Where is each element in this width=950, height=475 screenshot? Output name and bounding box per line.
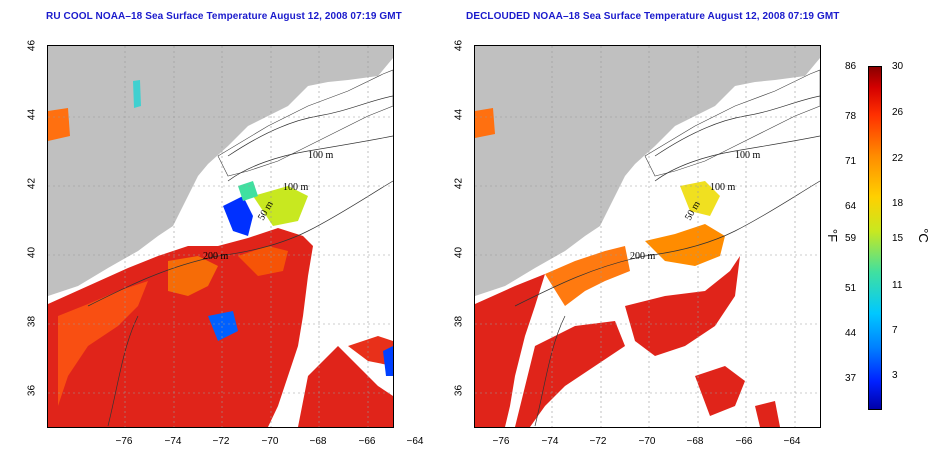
lon-tick: −64 [406, 436, 424, 447]
contour-label-4: 200 m [203, 251, 229, 262]
contour-label-2: 100 m [710, 182, 736, 193]
right-map-title: DECLOUDED NOAA–18 Sea Surface Temperatur… [466, 11, 840, 22]
lat-tick: 38 [453, 315, 465, 328]
lat-tick: 44 [26, 108, 38, 121]
celsius-tick: 15 [892, 233, 904, 244]
fahrenheit-tick: 78 [845, 111, 857, 122]
fahrenheit-tick: 59 [845, 233, 857, 244]
lat-tick: 36 [453, 384, 465, 397]
right-sst-map: 100 m 100 m 50 m 200 m [474, 45, 821, 428]
celsius-tick: 3 [892, 370, 898, 381]
fahrenheit-tick: 64 [845, 201, 857, 212]
celsius-tick: 22 [892, 153, 904, 164]
lon-tick: −76 [492, 436, 510, 447]
lat-tick: 40 [453, 246, 465, 259]
lon-tick: −76 [115, 436, 133, 447]
fahrenheit-tick: 86 [845, 61, 857, 72]
fahrenheit-unit-label: °F [825, 228, 841, 243]
land-mass [475, 46, 820, 296]
lon-tick: −74 [541, 436, 559, 447]
lat-tick: 38 [26, 315, 38, 328]
sst-warm [475, 274, 545, 427]
left-sst-map: 100 m 100 m 50 m 200 m [47, 45, 394, 428]
lat-tick: 46 [26, 39, 38, 52]
lat-tick: 42 [453, 177, 465, 190]
lon-tick: −64 [783, 436, 801, 447]
lat-tick: 42 [26, 177, 38, 190]
lon-tick: −68 [309, 436, 327, 447]
fahrenheit-tick: 37 [845, 373, 857, 384]
celsius-tick: 7 [892, 325, 898, 336]
sst-warm [48, 228, 313, 427]
lon-tick: −66 [358, 436, 376, 447]
lon-tick: −70 [638, 436, 656, 447]
contour-label-2: 100 m [283, 182, 309, 193]
lon-tick: −68 [686, 436, 704, 447]
lon-tick: −72 [212, 436, 230, 447]
fahrenheit-tick: 44 [845, 328, 857, 339]
lon-tick: −66 [735, 436, 753, 447]
land-mass [48, 46, 393, 296]
celsius-tick: 26 [892, 107, 904, 118]
fahrenheit-tick: 51 [845, 283, 857, 294]
contour-label-1: 100 m [308, 150, 334, 161]
celsius-tick: 18 [892, 198, 904, 209]
celsius-unit-label: °C [915, 228, 931, 243]
celsius-tick: 11 [892, 280, 903, 291]
lon-tick: −74 [164, 436, 182, 447]
temperature-colorbar [868, 66, 882, 410]
contour-label-1: 100 m [735, 150, 761, 161]
celsius-tick: 30 [892, 61, 904, 72]
left-map-title: RU COOL NOAA–18 Sea Surface Temperature … [46, 11, 402, 22]
fahrenheit-tick: 71 [845, 156, 857, 167]
lat-tick: 46 [453, 39, 465, 52]
lon-tick: −70 [261, 436, 279, 447]
lon-tick: −72 [589, 436, 607, 447]
contour-label-4: 200 m [630, 251, 656, 262]
lat-tick: 44 [453, 108, 465, 121]
lat-tick: 40 [26, 246, 38, 259]
lat-tick: 36 [26, 384, 38, 397]
